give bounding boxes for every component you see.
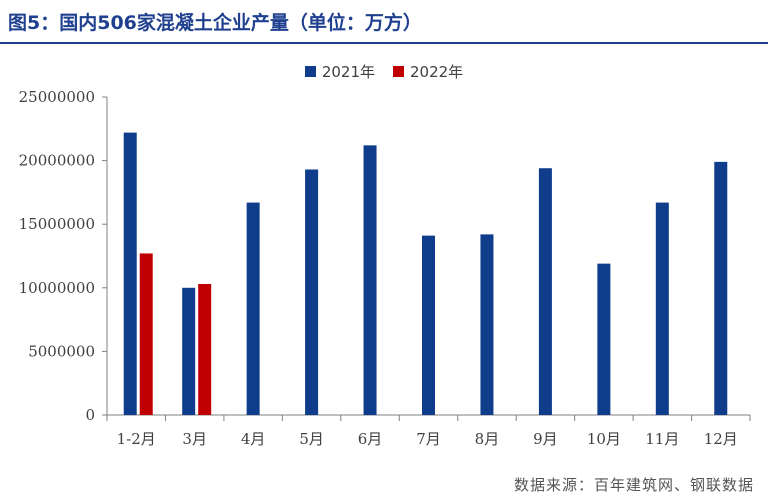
bar-2021 [363,145,377,415]
x-tick-label: 4月 [241,430,266,448]
y-tick-label: 25000000 [19,88,95,106]
y-tick-label: 20000000 [19,152,95,170]
chart-title: 图5：国内506家混凝土企业产量（单位：万方） [8,12,422,34]
y-tick-label: 0 [85,406,95,424]
legend-label-2021: 2021年 [321,63,375,81]
legend-swatch-2022 [393,66,404,77]
x-tick-label: 6月 [358,430,383,448]
data-source-note: 数据来源：百年建筑网、钢联数据 [513,476,754,494]
x-tick-label: 7月 [416,430,441,448]
bar-2022 [139,253,153,415]
bar-2021 [246,202,260,415]
legend-swatch-2021 [304,66,316,77]
x-tick-label: 3月 [182,430,207,448]
bar-2021 [714,161,728,415]
bar-2021 [305,169,319,415]
x-tick-label: 9月 [533,430,558,448]
x-tick-label: 11月 [645,430,679,448]
bar-2022 [198,283,212,415]
bar-2021 [597,263,611,415]
legend-label-2022: 2022年 [410,63,464,81]
title-underline [0,42,768,44]
x-tick-label: 10月 [587,430,621,448]
bar-2021 [422,235,435,415]
bar-2021 [655,202,669,415]
x-tick-label: 12月 [704,430,738,448]
y-tick-label: 15000000 [19,215,95,233]
bar-2021 [182,287,196,415]
legend-item-2021: 2021年 [304,61,375,82]
x-tick-label: 5月 [299,430,324,448]
bar-2021 [123,132,137,415]
x-tick-label: 1-2月 [117,430,156,448]
legend-item-2022: 2022年 [393,61,463,82]
y-tick-label: 5000000 [28,342,95,360]
bar-2021 [538,168,552,415]
x-tick-label: 8月 [475,430,500,448]
bar-2021 [480,234,494,415]
y-tick-label: 10000000 [19,279,95,297]
legend: 2021年 2022年 [0,61,768,82]
